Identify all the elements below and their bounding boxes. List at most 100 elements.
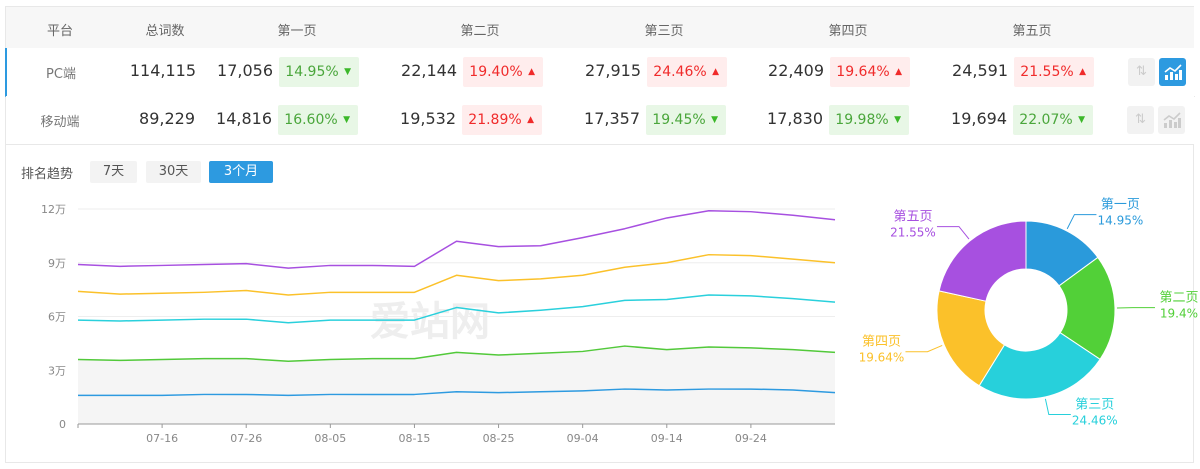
page2-count: 22,144: [401, 61, 457, 80]
change-percent: 19.45%: [652, 112, 706, 128]
total-keywords: 89,229: [139, 109, 195, 128]
change-percent: 24.46%: [653, 64, 707, 80]
page1-count: 14,816: [216, 109, 272, 128]
trend-label: 排名趋势: [21, 167, 74, 182]
slice-value: 19.64%: [860, 351, 904, 365]
series-line-4: [77, 253, 836, 296]
trend-chart-icon[interactable]: [1159, 58, 1186, 86]
change-percent: 16.60%: [284, 112, 338, 128]
page1-change-badge: 14.95% ▼: [279, 57, 359, 87]
change-percent: 19.64%: [836, 64, 890, 80]
label-leader-line: [905, 344, 943, 353]
arrow-up-icon: ▲: [712, 67, 719, 77]
page5-change-badge: 22.07% ▼: [1013, 105, 1093, 135]
total-keywords: 114,115: [129, 61, 196, 80]
arrow-up-icon: ▲: [895, 67, 902, 77]
donut-slice: [938, 220, 1027, 302]
page3-count: 27,915: [585, 61, 641, 80]
header-page2: 第二页: [460, 24, 500, 39]
change-percent: 19.98%: [835, 112, 889, 128]
rank-panel: [5, 6, 1194, 463]
y-tick-label: 12万: [41, 203, 66, 216]
series-area: [78, 346, 835, 424]
page5-count: 19,694: [951, 109, 1007, 128]
y-tick-label: 0: [59, 418, 66, 431]
slice-value: 19.4%: [1160, 307, 1198, 321]
platform-name: 移动端: [40, 115, 80, 130]
header-page3: 第三页: [644, 24, 684, 39]
slice-label: 第二页: [1159, 291, 1198, 306]
page1-change-badge: 16.60% ▼: [278, 105, 358, 135]
x-tick-label: 08-15: [398, 432, 430, 445]
x-tick-label: 08-05: [314, 432, 346, 445]
page2-change-badge: 19.40% ▲: [463, 57, 543, 87]
x-tick-label: 07-26: [230, 432, 262, 445]
watermark: 爱站网: [370, 299, 490, 345]
y-tick-label: 9万: [48, 257, 66, 270]
arrow-up-icon: ▲: [527, 115, 534, 125]
change-percent: 21.89%: [468, 112, 522, 128]
arrow-down-icon: ▼: [344, 67, 351, 77]
slice-label: 第一页: [1101, 198, 1140, 213]
x-tick-label: 09-24: [735, 432, 767, 445]
x-tick-label: 08-25: [483, 432, 515, 445]
rank-trend-line-chart: 爱站网 0 3万 6万 9万 12万 07-16 07-26 08-05 08-15 08-25 0…: [41, 203, 836, 445]
page5-count: 24,591: [952, 61, 1008, 80]
table-row: PC端 114,115 17,056 14.95% ▼ 22,144 19.40% ▲ 2…: [5, 48, 1195, 97]
slice-label: 第四页: [862, 335, 901, 350]
range-30d-button[interactable]: 30天: [146, 161, 201, 183]
arrow-down-icon: ▼: [894, 115, 901, 125]
slice-value: 24.46%: [1072, 414, 1118, 428]
x-tick-label: 09-14: [651, 432, 683, 445]
table-row: 移动端 89,229 14,816 16.60% ▼ 19,532 21.89% ▲ 17…: [6, 96, 1194, 145]
label-leader-line: [936, 226, 970, 240]
series-line-3: [77, 294, 836, 324]
donut-slice: [978, 332, 1101, 400]
arrow-down-icon: ▼: [343, 115, 350, 125]
slice-label: 第三页: [1075, 398, 1114, 413]
label-leader-line: [1066, 214, 1097, 230]
x-tick-label: 09-04: [567, 432, 599, 445]
arrow-up-icon: ▲: [528, 67, 535, 77]
sort-arrows-icon[interactable]: ⇅: [1128, 58, 1155, 86]
header-total: 总词数: [145, 24, 185, 39]
page3-change-badge: 24.46% ▲: [647, 57, 727, 87]
series-line-2: [77, 345, 836, 363]
page5-change-badge: 21.55% ▲: [1014, 57, 1094, 87]
page1-count: 17,056: [217, 61, 273, 80]
series-line-1: [78, 388, 836, 397]
page4-count: 22,409: [768, 61, 824, 80]
table-header: 平台 总词数 第一页 第二页 第三页 第四页 第五页: [6, 7, 1194, 49]
arrow-down-icon: ▼: [711, 115, 718, 125]
page4-change-badge: 19.64% ▲: [830, 57, 910, 87]
range-3m-button[interactable]: 3个月: [209, 161, 273, 183]
sort-arrows-icon[interactable]: ⇅: [1127, 106, 1154, 134]
header-page5: 第五页: [1012, 24, 1052, 39]
label-leader-line: [1044, 398, 1071, 416]
series-line-5: [77, 210, 836, 269]
page4-count: 17,830: [767, 109, 823, 128]
arrow-down-icon: ▼: [1078, 115, 1085, 125]
page4-change-badge: 19.98% ▼: [829, 105, 909, 135]
x-tick-label: 07-16: [146, 432, 178, 445]
y-tick-label: 3万: [48, 364, 66, 377]
slice-value: 21.55%: [890, 226, 936, 240]
page3-change-badge: 19.45% ▼: [646, 105, 726, 135]
header-page4: 第四页: [828, 24, 868, 39]
change-percent: 14.95%: [285, 64, 339, 80]
change-percent: 22.07%: [1019, 112, 1073, 128]
header-page1: 第一页: [277, 24, 317, 39]
page2-change-badge: 21.89% ▲: [462, 105, 542, 135]
slice-value: 14.95%: [1098, 214, 1144, 228]
page2-count: 19,532: [400, 109, 456, 128]
header-platform: 平台: [46, 24, 74, 39]
range-7d-button[interactable]: 7天: [90, 161, 137, 183]
change-percent: 19.40%: [469, 64, 523, 80]
page3-count: 17,357: [584, 109, 640, 128]
y-tick-label: 6万: [48, 311, 66, 324]
platform-name: PC端: [46, 67, 76, 82]
slice-label: 第五页: [893, 210, 932, 225]
change-percent: 21.55%: [1020, 64, 1074, 80]
trend-chart-icon[interactable]: [1158, 106, 1185, 134]
